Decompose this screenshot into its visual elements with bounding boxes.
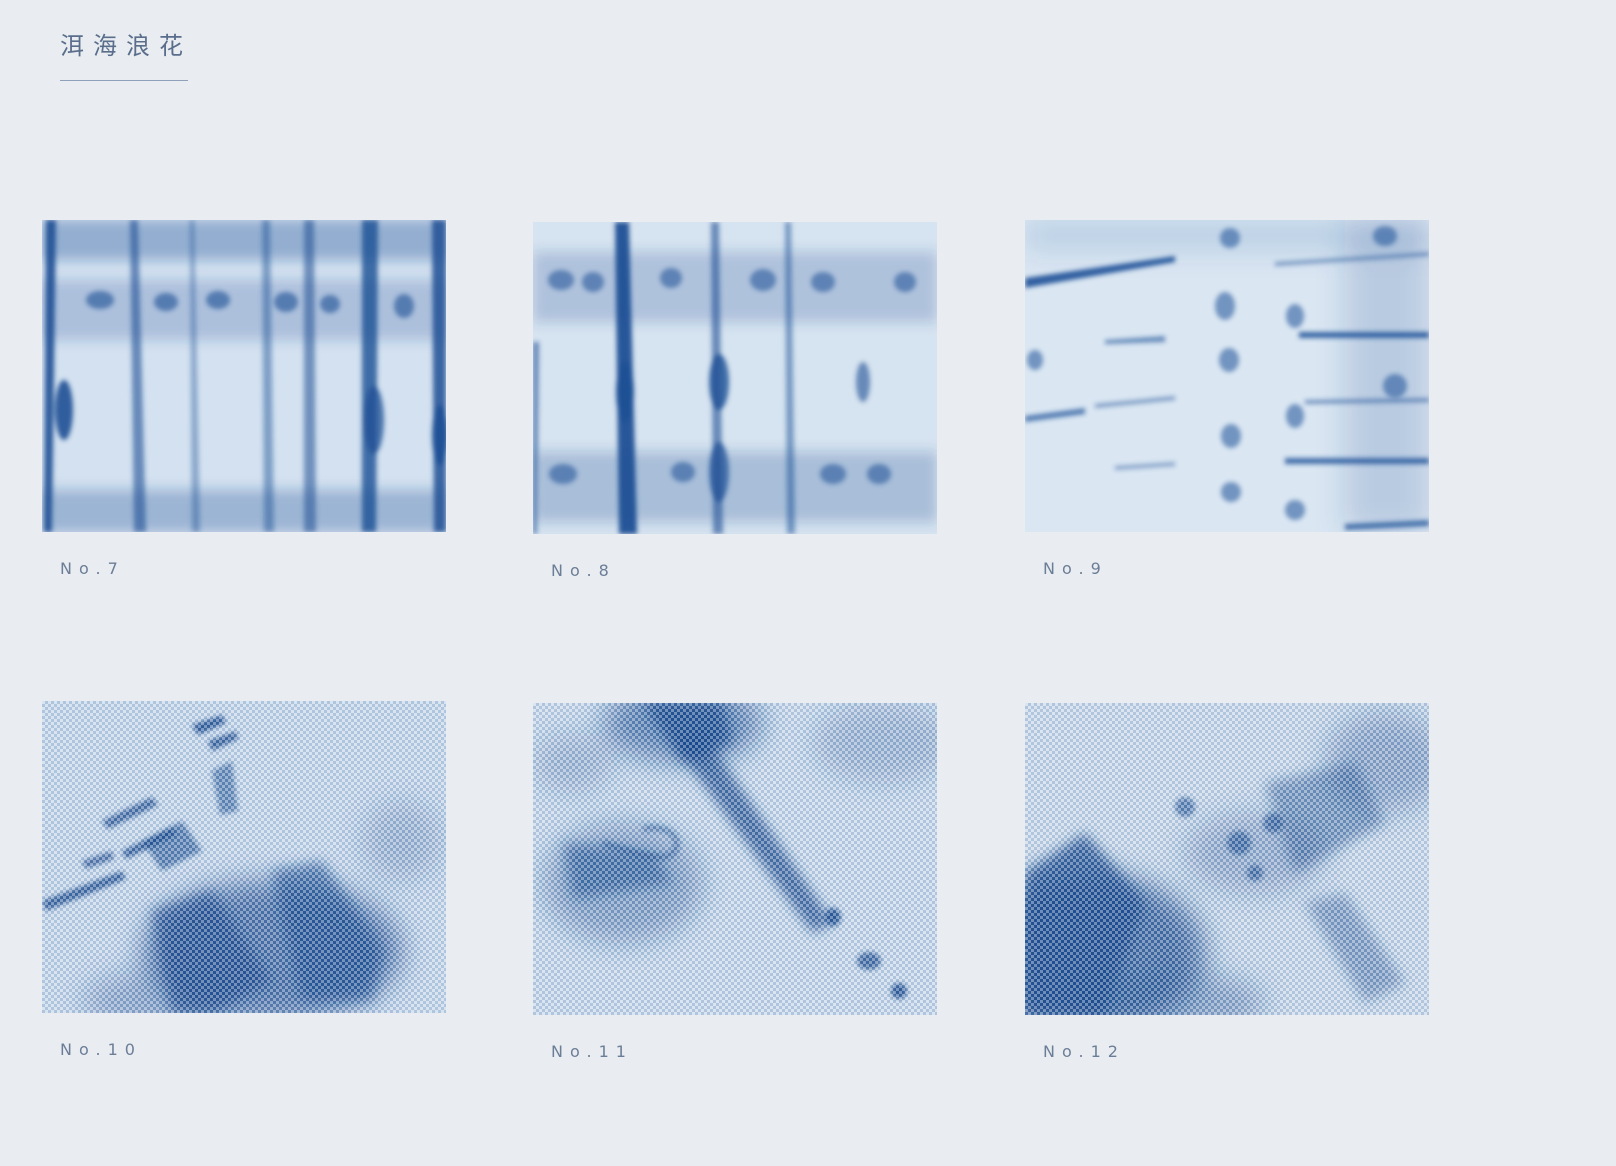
swatch-card-no8[interactable]: No.8 [533, 222, 937, 580]
title-underline [60, 80, 188, 81]
swatch-caption-no8: No.8 [551, 561, 616, 580]
swatch-card-no9[interactable]: No.9 [1025, 220, 1429, 578]
swatch-image-no12[interactable] [1025, 703, 1429, 1015]
swatch-caption-no9: No.9 [1043, 559, 1108, 578]
swatch-caption-no11: No.11 [551, 1042, 633, 1061]
swatch-card-no11[interactable]: No.11 [533, 703, 937, 1061]
swatch-image-no11[interactable] [533, 703, 937, 1015]
swatch-card-no7[interactable]: No.7 [42, 220, 446, 578]
swatch-image-no9[interactable] [1025, 220, 1429, 532]
swatch-card-no10[interactable]: No.10 [42, 701, 446, 1059]
swatch-image-no10[interactable] [42, 701, 446, 1013]
page-title: 洱海浪花 [60, 32, 192, 60]
swatch-caption-no7: No.7 [60, 559, 125, 578]
swatch-card-no12[interactable]: No.12 [1025, 703, 1429, 1061]
swatch-image-no8[interactable] [533, 222, 937, 534]
swatch-caption-no10: No.10 [60, 1040, 142, 1059]
swatch-image-no7[interactable] [42, 220, 446, 532]
swatch-caption-no12: No.12 [1043, 1042, 1125, 1061]
